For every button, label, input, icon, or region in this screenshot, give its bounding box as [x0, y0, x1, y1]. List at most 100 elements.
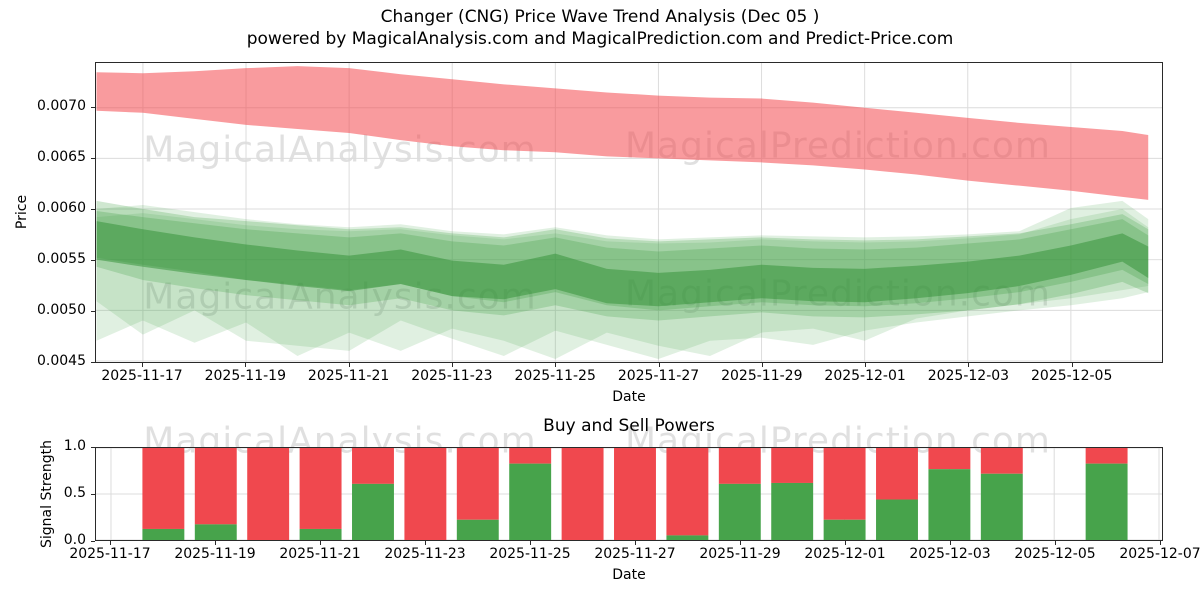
x-tick-mark	[950, 541, 951, 545]
stacked-bar	[719, 448, 761, 540]
sell-power-segment	[352, 448, 394, 484]
y-tick-mark	[91, 260, 95, 261]
x-tick-mark	[968, 363, 969, 367]
buy-power-segment	[876, 500, 918, 540]
price-x-axis-label: Date	[95, 389, 1163, 405]
sell-power-segment	[981, 448, 1023, 474]
stacked-bar	[1086, 448, 1128, 540]
stacked-bar	[876, 448, 918, 540]
x-tick-mark	[865, 363, 866, 367]
y-tick-label: 0.0055	[0, 251, 86, 267]
x-tick-label: 2025-12-05	[1014, 546, 1095, 562]
stacked-bar	[300, 448, 342, 540]
y-tick-label: 0.0050	[0, 302, 86, 318]
y-tick-mark	[91, 311, 95, 312]
sell-power-segment	[142, 448, 184, 529]
x-tick-label: 2025-11-19	[205, 368, 286, 384]
x-tick-mark	[762, 363, 763, 367]
x-tick-label: 2025-11-21	[279, 546, 360, 562]
price-wave-chart	[95, 62, 1163, 363]
stacked-bar	[824, 448, 866, 540]
x-tick-label: 2025-11-27	[618, 368, 699, 384]
power-x-axis-label: Date	[95, 567, 1163, 583]
x-tick-mark	[452, 363, 453, 367]
buy-sell-power-chart	[95, 447, 1163, 541]
x-tick-label: 2025-11-17	[69, 546, 150, 562]
power-chart-title: Buy and Sell Powers	[95, 416, 1163, 436]
x-tick-label: 2025-12-03	[928, 368, 1009, 384]
y-tick-mark	[91, 158, 95, 159]
y-tick-mark	[91, 209, 95, 210]
buy-power-segment	[771, 483, 813, 540]
stacked-bar	[352, 448, 394, 540]
y-tick-mark	[91, 541, 95, 542]
x-tick-mark	[845, 541, 846, 545]
x-tick-label: 2025-11-27	[594, 546, 675, 562]
x-tick-mark	[1055, 541, 1056, 545]
stacked-bar	[666, 448, 708, 540]
sell-power-segment	[719, 448, 761, 484]
sell-power-segment	[876, 448, 918, 500]
x-tick-label: 2025-12-03	[909, 546, 990, 562]
sell-power-segment	[771, 448, 813, 483]
stacked-bar	[142, 448, 184, 540]
y-tick-label: 0.0	[0, 532, 86, 548]
y-tick-label: 0.0070	[0, 98, 86, 114]
stacked-bar	[247, 448, 289, 540]
x-tick-label: 2025-12-05	[1031, 368, 1112, 384]
sell-power-segment	[562, 448, 604, 540]
y-tick-label: 0.0060	[0, 200, 86, 216]
buy-power-segment	[142, 529, 184, 540]
x-tick-label: 2025-12-07	[1119, 546, 1200, 562]
x-tick-mark	[110, 541, 111, 545]
x-tick-mark	[245, 363, 246, 367]
sell-power-segment	[457, 448, 499, 520]
x-tick-mark	[740, 541, 741, 545]
x-tick-mark	[349, 363, 350, 367]
y-tick-label: 0.0065	[0, 149, 86, 165]
buy-power-segment	[509, 464, 551, 540]
buy-power-segment	[928, 469, 970, 540]
stacked-bar	[928, 448, 970, 540]
buy-power-segment	[719, 484, 761, 540]
y-tick-label: 0.5	[0, 485, 86, 501]
figure-subtitle: powered by MagicalAnalysis.com and Magic…	[0, 28, 1200, 50]
x-tick-label: 2025-11-25	[489, 546, 570, 562]
buy-power-segment	[195, 524, 237, 540]
sell-power-segment	[509, 448, 551, 464]
buy-power-segment	[457, 520, 499, 540]
x-tick-label: 2025-11-29	[699, 546, 780, 562]
stacked-bar	[614, 448, 656, 540]
x-tick-label: 2025-12-01	[824, 368, 905, 384]
x-tick-label: 2025-12-01	[804, 546, 885, 562]
buy-power-segment	[300, 529, 342, 540]
x-tick-mark	[215, 541, 216, 545]
x-tick-mark	[1072, 363, 1073, 367]
x-tick-label: 2025-11-25	[515, 368, 596, 384]
figure: Changer (CNG) Price Wave Trend Analysis …	[0, 0, 1200, 600]
x-tick-mark	[530, 541, 531, 545]
stacked-bar	[771, 448, 813, 540]
x-tick-label: 2025-11-21	[308, 368, 389, 384]
x-tick-mark	[1160, 541, 1161, 545]
x-tick-label: 2025-11-23	[384, 546, 465, 562]
stacked-bar	[457, 448, 499, 540]
price-wave-svg	[96, 63, 1162, 362]
stacked-bar	[404, 448, 446, 540]
y-tick-label: 0.0045	[0, 353, 86, 369]
sell-power-segment	[1086, 448, 1128, 464]
stacked-bar	[981, 448, 1023, 540]
y-tick-mark	[91, 447, 95, 448]
x-tick-mark	[635, 541, 636, 545]
x-tick-label: 2025-11-29	[721, 368, 802, 384]
stacked-bar	[195, 448, 237, 540]
y-tick-mark	[91, 494, 95, 495]
sell-power-segment	[404, 448, 446, 540]
figure-title: Changer (CNG) Price Wave Trend Analysis …	[0, 6, 1200, 28]
sell-pressure-band	[96, 66, 1148, 200]
x-tick-mark	[320, 541, 321, 545]
stacked-bar	[562, 448, 604, 540]
buy-power-segment	[666, 535, 708, 540]
y-tick-mark	[91, 362, 95, 363]
x-tick-label: 2025-11-23	[411, 368, 492, 384]
